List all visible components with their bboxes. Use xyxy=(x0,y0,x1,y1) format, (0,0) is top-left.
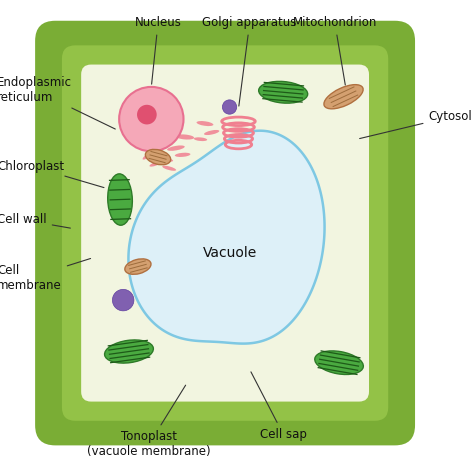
Ellipse shape xyxy=(197,121,213,126)
Ellipse shape xyxy=(194,137,207,141)
FancyBboxPatch shape xyxy=(81,64,369,401)
FancyBboxPatch shape xyxy=(62,45,388,421)
Ellipse shape xyxy=(167,145,185,151)
Text: Nucleus: Nucleus xyxy=(135,16,182,84)
Ellipse shape xyxy=(155,137,170,146)
Text: Cell
membrane: Cell membrane xyxy=(0,258,91,292)
Ellipse shape xyxy=(139,123,151,128)
Circle shape xyxy=(112,290,134,311)
Ellipse shape xyxy=(204,130,219,135)
Text: Cytosol: Cytosol xyxy=(360,110,472,139)
Ellipse shape xyxy=(156,157,173,162)
Text: Endoplasmic
reticulum: Endoplasmic reticulum xyxy=(0,76,115,129)
Text: Mitochondrion: Mitochondrion xyxy=(292,16,377,85)
Text: Golgi apparatus: Golgi apparatus xyxy=(202,16,297,106)
Ellipse shape xyxy=(175,153,191,157)
FancyBboxPatch shape xyxy=(35,21,415,446)
Polygon shape xyxy=(128,131,325,344)
Ellipse shape xyxy=(175,134,194,140)
Ellipse shape xyxy=(108,174,132,225)
Ellipse shape xyxy=(259,81,308,103)
Text: Chloroplast: Chloroplast xyxy=(0,159,104,188)
Circle shape xyxy=(119,87,183,151)
Text: Cell sap: Cell sap xyxy=(251,372,307,441)
Ellipse shape xyxy=(162,166,176,171)
Ellipse shape xyxy=(105,340,154,363)
Ellipse shape xyxy=(146,149,171,165)
Circle shape xyxy=(137,105,157,125)
Text: Cell wall: Cell wall xyxy=(0,213,70,228)
Ellipse shape xyxy=(164,125,183,132)
Ellipse shape xyxy=(149,161,162,167)
Text: Vacuole: Vacuole xyxy=(202,246,257,260)
Ellipse shape xyxy=(315,351,364,375)
Text: Tonoplast
(vacuole membrane): Tonoplast (vacuole membrane) xyxy=(87,385,211,458)
Ellipse shape xyxy=(125,259,151,274)
Circle shape xyxy=(222,100,237,114)
Ellipse shape xyxy=(143,150,155,160)
Ellipse shape xyxy=(324,85,363,109)
